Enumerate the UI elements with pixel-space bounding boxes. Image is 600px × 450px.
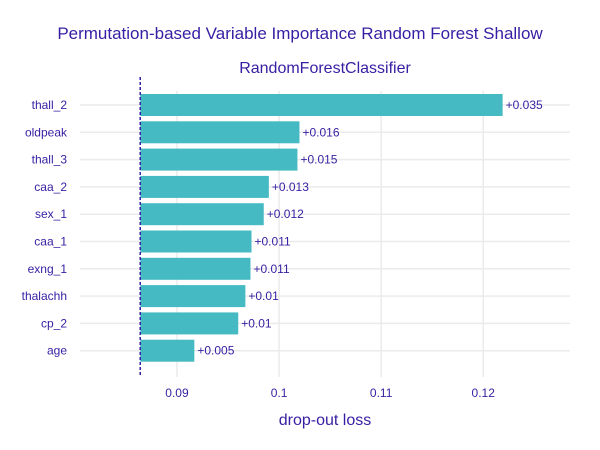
x-axis-label: drop-out loss: [279, 412, 372, 429]
data-label: +0.035: [506, 98, 543, 112]
data-label: +0.005: [197, 344, 234, 358]
category-label: exng_1: [28, 262, 68, 276]
category-label: cp_2: [41, 316, 67, 330]
bar: [140, 148, 298, 171]
bar: [140, 94, 503, 116]
category-label: caa_1: [34, 235, 67, 249]
data-label: +0.016: [302, 125, 339, 139]
category-label: age: [47, 344, 67, 358]
category-label: thall_3: [32, 153, 68, 167]
category-label: oldpeak: [25, 125, 68, 139]
chart-subtitle: RandomForestClassifier: [239, 60, 411, 77]
bar: [140, 257, 251, 280]
bar: [140, 312, 239, 335]
category-label: thall_2: [32, 98, 68, 112]
data-label: +0.01: [241, 316, 272, 330]
data-label: +0.013: [272, 180, 309, 194]
x-tick-label: 0.09: [165, 386, 189, 400]
chart-title: Permutation-based Variable Importance Ra…: [57, 24, 543, 43]
bar: [140, 285, 246, 308]
x-tick-label: 0.1: [271, 386, 288, 400]
category-label: thalachh: [22, 289, 67, 303]
data-label: +0.01: [248, 289, 279, 303]
bar: [140, 203, 264, 226]
label-layer: +0.035 thall_2 +0.016 oldpeak +0.015 thall_3 +…: [22, 98, 543, 358]
data-label: +0.011: [253, 262, 289, 276]
bar: [140, 230, 252, 253]
bar: [140, 121, 300, 144]
x-tick-label: 0.12: [472, 386, 496, 400]
category-label: sex_1: [35, 207, 67, 221]
data-label: +0.012: [267, 207, 304, 221]
category-label: caa_2: [34, 180, 67, 194]
x-tick-layer: 0.09 0.1 0.11 0.12: [165, 386, 495, 400]
bar: [140, 175, 269, 198]
bar-layer: [140, 94, 503, 362]
data-label: +0.015: [300, 153, 337, 167]
data-label: +0.011: [255, 235, 291, 249]
x-tick-label: 0.11: [370, 386, 393, 400]
bar: [140, 339, 195, 362]
